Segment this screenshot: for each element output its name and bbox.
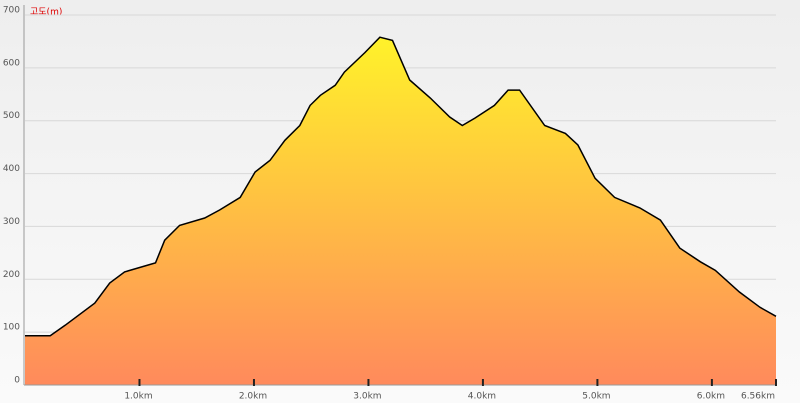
y-tick-label: 700 (3, 6, 20, 16)
y-tick-label: 400 (3, 164, 20, 174)
profile-line (25, 36, 777, 337)
y-axis-label: 고도(m) (30, 8, 62, 18)
x-tick-label: 5.0km (582, 392, 610, 402)
y-tick-label: 600 (3, 58, 20, 68)
x-tick-label: 4.0km (468, 392, 496, 402)
y-tick-label: 500 (3, 111, 20, 121)
x-tick-label: 3.0km (353, 392, 381, 402)
y-tick-label: 0 (14, 376, 20, 386)
x-tick-label: 6.0km (697, 392, 725, 402)
area (25, 37, 776, 385)
y-tick-label: 300 (3, 217, 20, 227)
y-tick-label: 100 (3, 323, 20, 333)
x-tick-label: 1.0km (124, 392, 152, 402)
x-tick-label: 2.0km (239, 392, 267, 402)
y-tick-label: 200 (3, 270, 20, 280)
x-tick-label: 6.56km (741, 392, 775, 402)
